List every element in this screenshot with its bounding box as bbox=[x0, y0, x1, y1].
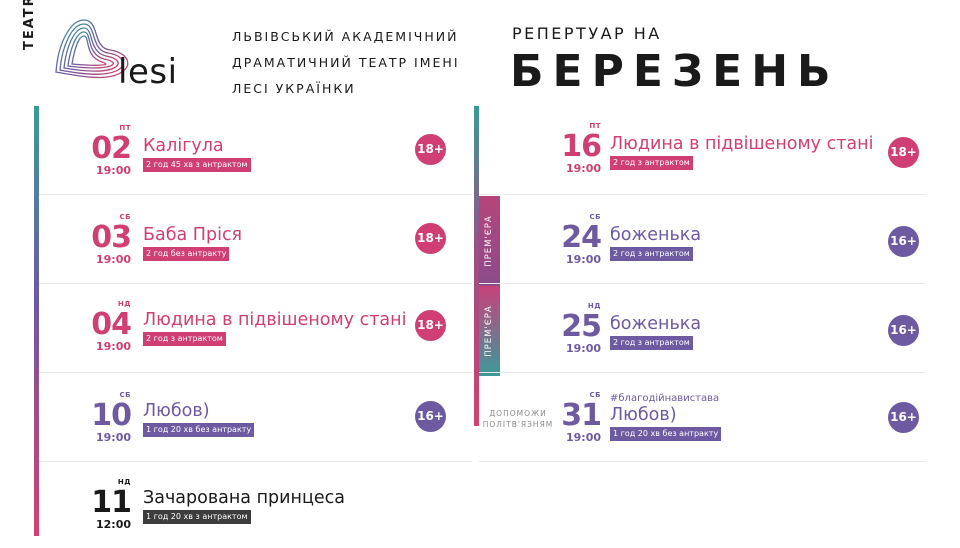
show-title: Любов) bbox=[143, 401, 210, 421]
date-number: 16 bbox=[561, 129, 602, 164]
show-row: СБ 03 19:00 Баба Пріся 2 год без антракт… bbox=[39, 195, 472, 284]
date-number: 24 bbox=[561, 220, 602, 255]
show-time: 19:00 bbox=[95, 253, 131, 266]
weekday: СБ bbox=[589, 391, 601, 399]
theatre-logo: TEATR lesi bbox=[22, 0, 182, 94]
weekday: СБ bbox=[119, 391, 131, 399]
duration-label: 2 год з антрактом bbox=[610, 336, 693, 350]
month-title: БЕРЕЗЕНЬ bbox=[510, 46, 840, 97]
charity-note-line: ПОЛІТВ'ЯЗНЯМ bbox=[482, 420, 554, 429]
date-number: 04 bbox=[91, 307, 132, 342]
weekday: СБ bbox=[589, 213, 601, 221]
logo-wave-icon bbox=[55, 19, 129, 79]
show-title: боженька bbox=[610, 225, 702, 245]
age-rating-badge: 18+ bbox=[415, 134, 446, 165]
show-time: 19:00 bbox=[95, 340, 131, 353]
premiere-tag: ПРЕМ'ЄРА bbox=[478, 286, 500, 376]
age-rating-badge: 16+ bbox=[415, 401, 446, 432]
show-time: 19:00 bbox=[565, 162, 601, 175]
age-rating-badge: 16+ bbox=[888, 226, 919, 257]
show-title: боженька bbox=[610, 314, 702, 334]
show-row: НД 25 19:00 боженька 2 год з антрактом 1… bbox=[479, 284, 926, 373]
show-time: 19:00 bbox=[565, 431, 601, 444]
show-row: НД 11 12:00 Зачарована принцеса 1 год 20… bbox=[39, 462, 472, 548]
duration-label: 1 год 20 хв без антракту bbox=[610, 427, 722, 441]
show-time: 19:00 bbox=[95, 431, 131, 444]
theatre-name-line: ЛЬВІВСЬКИЙ АКАДЕМІЧНИЙ bbox=[232, 29, 459, 44]
weekday: СБ bbox=[119, 213, 131, 221]
duration-label: 2 год без антракту bbox=[143, 247, 230, 261]
age-rating-badge: 18+ bbox=[415, 310, 446, 341]
repertoire-label: РЕПЕРТУАР НА bbox=[512, 24, 662, 43]
theatre-name-line: ЛЕСІ УКРАЇНКИ bbox=[232, 81, 356, 96]
logo-teatr-text: TEATR bbox=[22, 0, 37, 50]
duration-label: 2 год з антрактом bbox=[610, 247, 693, 261]
weekday: НД bbox=[117, 300, 131, 308]
date-number: 02 bbox=[91, 131, 132, 166]
date-number: 25 bbox=[561, 309, 602, 344]
logo-lesi-text: lesi bbox=[118, 52, 178, 92]
age-rating-badge: 16+ bbox=[888, 402, 919, 433]
date-number: 03 bbox=[91, 220, 132, 255]
weekday: ПТ bbox=[589, 122, 601, 130]
theatre-name-line: ДРАМАТИЧНИЙ ТЕАТР ІМЕНІ bbox=[232, 55, 460, 70]
age-rating-badge: 16+ bbox=[888, 315, 919, 346]
poster-header: TEATR lesi ЛЬВІВСЬКИЙ АКАДЕМІЧНИЙ ДРАМАТ… bbox=[0, 0, 960, 104]
show-row: ПТ 02 19:00 Калігула 2 год 45 хв з антра… bbox=[39, 106, 472, 195]
weekday: ПТ bbox=[119, 124, 131, 132]
show-row: НД 04 19:00 Людина в підвішеному стані 2… bbox=[39, 284, 472, 373]
duration-label: 2 год з антрактом bbox=[610, 156, 693, 170]
show-time: 19:00 bbox=[95, 164, 131, 177]
show-row: СБ 10 19:00 Любов) 1 год 20 хв без антра… bbox=[39, 373, 472, 462]
show-title: Баба Пріся bbox=[143, 225, 243, 245]
show-row: СБ 31 19:00 #благодійнавистава Любов) 1 … bbox=[479, 373, 926, 462]
left-gradient-bar bbox=[34, 106, 39, 536]
date-number: 10 bbox=[91, 398, 132, 433]
weekday: НД bbox=[587, 302, 601, 310]
show-title: Зачарована принцеса bbox=[143, 488, 345, 508]
duration-label: 1 год 20 хв без антракту bbox=[143, 423, 255, 437]
show-title: Людина в підвішеному стані bbox=[143, 310, 407, 330]
age-rating-badge: 18+ bbox=[888, 137, 919, 168]
charity-note-line: ДОПОМОЖИ bbox=[489, 409, 547, 418]
show-title: Людина в підвішеному стані bbox=[610, 134, 874, 154]
show-time: 12:00 bbox=[95, 518, 131, 531]
date-number: 11 bbox=[91, 485, 132, 520]
premiere-tag: ПРЕМ'ЄРА bbox=[478, 196, 500, 286]
show-title: Любов) bbox=[610, 405, 677, 425]
date-number: 31 bbox=[561, 398, 602, 433]
theatre-name: ЛЬВІВСЬКИЙ АКАДЕМІЧНИЙ ДРАМАТИЧНИЙ ТЕАТР… bbox=[232, 24, 472, 102]
duration-label: 1 год 20 хв з антрактом bbox=[143, 510, 251, 524]
weekday: НД bbox=[117, 478, 131, 486]
age-rating-badge: 18+ bbox=[415, 223, 446, 254]
show-time: 19:00 bbox=[565, 253, 601, 266]
show-time: 19:00 bbox=[565, 342, 601, 355]
charity-note: ДОПОМОЖИ ПОЛІТВ'ЯЗНЯМ bbox=[480, 408, 556, 430]
duration-label: 2 год 45 хв з антрактом bbox=[143, 158, 251, 172]
show-row: СБ 24 19:00 боженька 2 год з антрактом 1… bbox=[479, 195, 926, 284]
show-row: ПТ 16 19:00 Людина в підвішеному стані 2… bbox=[479, 106, 926, 195]
show-title: Калігула bbox=[143, 136, 224, 156]
right-gradient-bar bbox=[474, 106, 479, 426]
charity-hashtag: #благодійнавистава bbox=[610, 393, 720, 404]
duration-label: 2 год з антрактом bbox=[143, 332, 226, 346]
